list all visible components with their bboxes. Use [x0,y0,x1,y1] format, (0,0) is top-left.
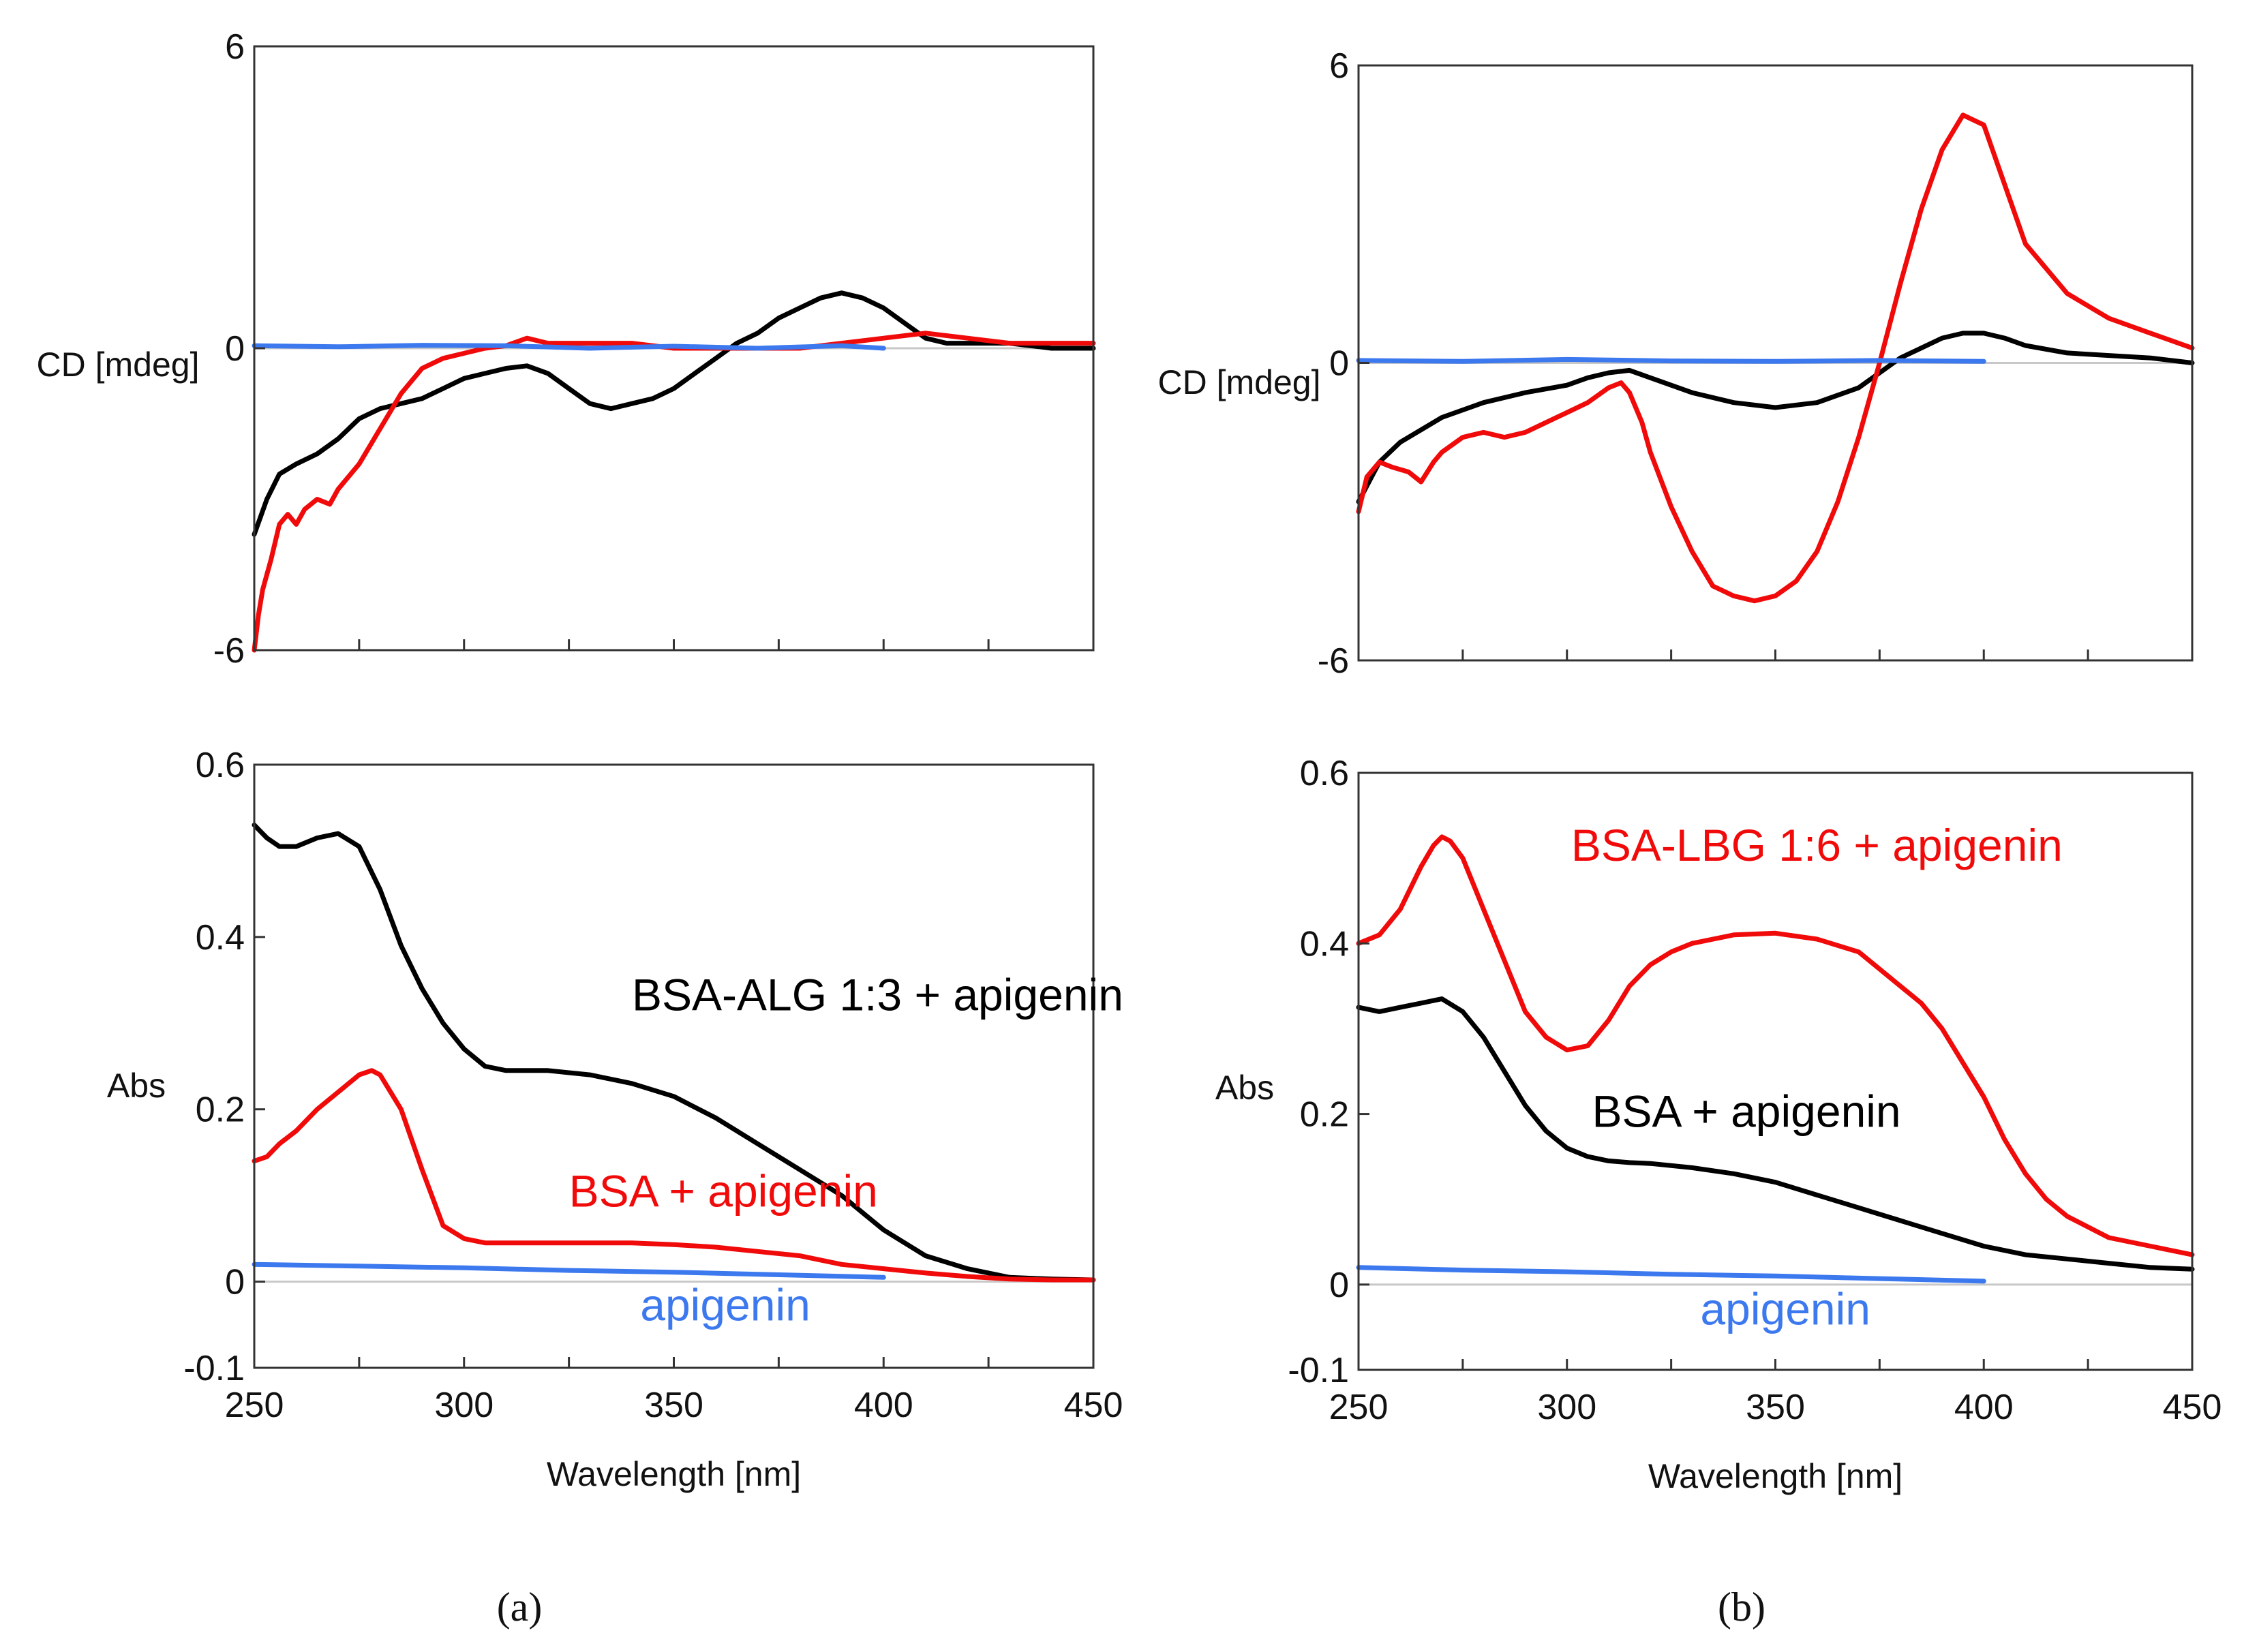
series-line-blue [252,1261,886,1280]
series-line-red [1356,834,2195,1257]
y-tick-label: 6 [225,27,245,67]
y-tick-label: -6 [213,631,245,671]
y-tick-label: 0 [225,329,245,369]
y-tick-label: 0.2 [1300,1095,1349,1135]
y-tick-label: 0.4 [1300,924,1349,964]
y-tick-label: 0.2 [196,1090,245,1130]
y-tick-label: 0 [1329,344,1349,384]
y-axis-title: CD [mdeg] [37,346,200,384]
y-tick-label: -0.1 [183,1349,245,1388]
curve-label-apigenin: apigenin [640,1279,810,1330]
series-line-red [252,331,1096,653]
curve-label-bsa-apigenin: BSA + apigenin [1592,1086,1900,1136]
panel-b-cd-chart: 6 0 -6 CD [mdeg] [1158,46,2195,681]
series-line-blue [1356,1265,1986,1284]
curve-label-bsa-apigenin: BSA + apigenin [569,1166,878,1217]
panel-label-a: (a) [497,1585,543,1630]
x-axis-title: Wavelength [nm] [1648,1457,1902,1495]
y-tick-label: 0 [225,1263,245,1302]
x-tick-label: 250 [225,1386,284,1425]
series-line-black [1356,331,2195,504]
x-tick-label: 350 [1746,1388,1805,1427]
y-tick-label: 0.4 [196,918,245,958]
y-tick-label: -6 [1318,641,1349,681]
y-tick-label: 0.6 [196,746,245,785]
series-line-red [1356,112,2195,604]
panel-a-cd-chart: 6 0 -6 CD [mdeg] [37,27,1096,671]
y-axis-title: Abs [1215,1069,1274,1107]
x-tick-label: 450 [1064,1386,1123,1425]
series-line-black [1356,996,2195,1272]
curve-label-bsa-alg-1-3-apigenin: BSA-ALG 1:3 + apigenin [632,969,1123,1020]
curve-label-bsa-lbg-1-6-apigenin: BSA-LBG 1:6 + apigenin [1571,820,2063,870]
x-tick-label: 450 [2163,1388,2222,1427]
y-axis-title: Abs [107,1067,166,1105]
x-tick-label: 300 [1537,1388,1596,1427]
panel-label-b: (b) [1718,1585,1765,1630]
series-line-black [252,823,1096,1283]
y-tick-label: -0.1 [1288,1351,1349,1390]
series-line-blue [252,343,886,351]
x-tick-label: 300 [434,1386,494,1425]
curve-label-apigenin: apigenin [1700,1284,1870,1334]
series-line-blue [1356,356,1986,364]
series-line-red [252,1068,1096,1283]
y-tick-label: 6 [1329,46,1349,86]
y-axis-title: CD [mdeg] [1158,363,1321,401]
x-tick-label: 400 [854,1386,913,1425]
y-tick-label: 0 [1329,1266,1349,1305]
x-tick-label: 400 [1954,1388,2014,1427]
y-tick-label: 0.6 [1300,754,1349,793]
x-tick-label: 250 [1329,1388,1389,1427]
x-axis-title: Wavelength [nm] [547,1455,801,1493]
series-line-black [252,290,1096,537]
x-tick-label: 350 [644,1386,703,1425]
